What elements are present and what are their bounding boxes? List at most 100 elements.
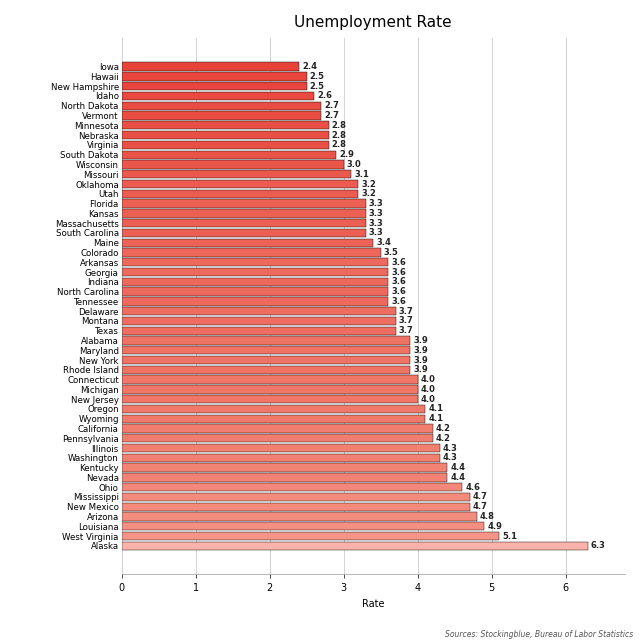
- Bar: [122, 405, 425, 413]
- Bar: [122, 532, 499, 540]
- Text: 5.1: 5.1: [502, 532, 517, 541]
- Bar: [122, 513, 477, 521]
- Text: 3.9: 3.9: [413, 346, 428, 355]
- Text: 2.9: 2.9: [339, 150, 354, 159]
- Text: 3.2: 3.2: [362, 179, 376, 189]
- Bar: [122, 444, 440, 452]
- Text: 3.7: 3.7: [399, 316, 413, 325]
- Bar: [122, 131, 329, 140]
- Bar: [122, 502, 470, 511]
- Bar: [122, 72, 307, 81]
- Bar: [122, 415, 425, 423]
- Bar: [122, 454, 440, 462]
- Text: 2.7: 2.7: [324, 111, 339, 120]
- Bar: [122, 121, 329, 129]
- Text: Sources: Stockingblue, Bureau of Labor Statistics: Sources: Stockingblue, Bureau of Labor S…: [445, 630, 634, 639]
- Bar: [122, 541, 588, 550]
- Bar: [122, 150, 336, 159]
- Bar: [122, 395, 418, 403]
- Text: 4.1: 4.1: [428, 414, 443, 423]
- Text: 4.2: 4.2: [435, 434, 451, 443]
- Bar: [122, 189, 358, 198]
- Text: 3.4: 3.4: [376, 238, 391, 247]
- Text: 4.2: 4.2: [435, 424, 451, 433]
- Text: 3.9: 3.9: [413, 356, 428, 365]
- Text: 4.1: 4.1: [428, 404, 443, 413]
- Text: 4.3: 4.3: [443, 453, 458, 462]
- Text: 2.5: 2.5: [310, 82, 324, 91]
- Bar: [122, 483, 462, 492]
- Bar: [122, 111, 321, 120]
- Text: 3.6: 3.6: [391, 258, 406, 267]
- Text: 4.0: 4.0: [420, 385, 436, 394]
- Bar: [122, 317, 396, 325]
- Text: 4.9: 4.9: [487, 522, 502, 531]
- Text: 3.3: 3.3: [369, 209, 383, 218]
- Bar: [122, 180, 358, 188]
- Text: 3.9: 3.9: [413, 365, 428, 374]
- Bar: [122, 473, 447, 481]
- Text: 4.7: 4.7: [472, 493, 488, 502]
- Text: 4.4: 4.4: [451, 473, 465, 482]
- Bar: [122, 160, 344, 168]
- Text: 3.1: 3.1: [354, 170, 369, 179]
- Bar: [122, 141, 329, 149]
- Text: 3.6: 3.6: [391, 297, 406, 306]
- X-axis label: Rate: Rate: [362, 599, 385, 609]
- Bar: [122, 200, 366, 208]
- Text: 3.6: 3.6: [391, 287, 406, 296]
- Text: 2.8: 2.8: [332, 121, 347, 130]
- Bar: [122, 209, 366, 218]
- Text: 4.0: 4.0: [420, 395, 436, 404]
- Text: 3.5: 3.5: [383, 248, 399, 257]
- Text: 4.6: 4.6: [465, 483, 480, 492]
- Bar: [122, 356, 410, 364]
- Text: 4.8: 4.8: [480, 512, 495, 521]
- Text: 3.9: 3.9: [413, 336, 428, 345]
- Text: 2.8: 2.8: [332, 131, 347, 140]
- Bar: [122, 307, 396, 316]
- Bar: [122, 385, 418, 394]
- Text: 2.4: 2.4: [302, 62, 317, 71]
- Bar: [122, 239, 373, 247]
- Text: 2.7: 2.7: [324, 101, 339, 110]
- Text: 2.5: 2.5: [310, 72, 324, 81]
- Text: 4.3: 4.3: [443, 444, 458, 452]
- Bar: [122, 434, 433, 442]
- Bar: [122, 346, 410, 355]
- Text: 3.6: 3.6: [391, 277, 406, 286]
- Text: 4.0: 4.0: [420, 375, 436, 384]
- Bar: [122, 463, 447, 472]
- Text: 3.3: 3.3: [369, 228, 383, 237]
- Bar: [122, 278, 388, 286]
- Bar: [122, 326, 396, 335]
- Bar: [122, 268, 388, 276]
- Text: 2.8: 2.8: [332, 140, 347, 149]
- Bar: [122, 493, 470, 501]
- Bar: [122, 92, 314, 100]
- Text: 3.0: 3.0: [347, 160, 362, 169]
- Bar: [122, 337, 410, 345]
- Text: 4.7: 4.7: [472, 502, 488, 511]
- Text: 3.7: 3.7: [399, 307, 413, 316]
- Bar: [122, 297, 388, 305]
- Text: 3.6: 3.6: [391, 268, 406, 276]
- Bar: [122, 365, 410, 374]
- Text: 3.2: 3.2: [362, 189, 376, 198]
- Bar: [122, 82, 307, 90]
- Bar: [122, 376, 418, 384]
- Bar: [122, 248, 381, 257]
- Bar: [122, 102, 321, 110]
- Text: 4.4: 4.4: [451, 463, 465, 472]
- Bar: [122, 287, 388, 296]
- Bar: [122, 424, 433, 433]
- Text: 3.7: 3.7: [399, 326, 413, 335]
- Bar: [122, 63, 300, 71]
- Bar: [122, 170, 351, 179]
- Bar: [122, 228, 366, 237]
- Text: 2.6: 2.6: [317, 92, 332, 100]
- Bar: [122, 258, 388, 266]
- Text: 3.3: 3.3: [369, 219, 383, 228]
- Text: 3.3: 3.3: [369, 199, 383, 208]
- Title: Unemployment Rate: Unemployment Rate: [294, 15, 452, 30]
